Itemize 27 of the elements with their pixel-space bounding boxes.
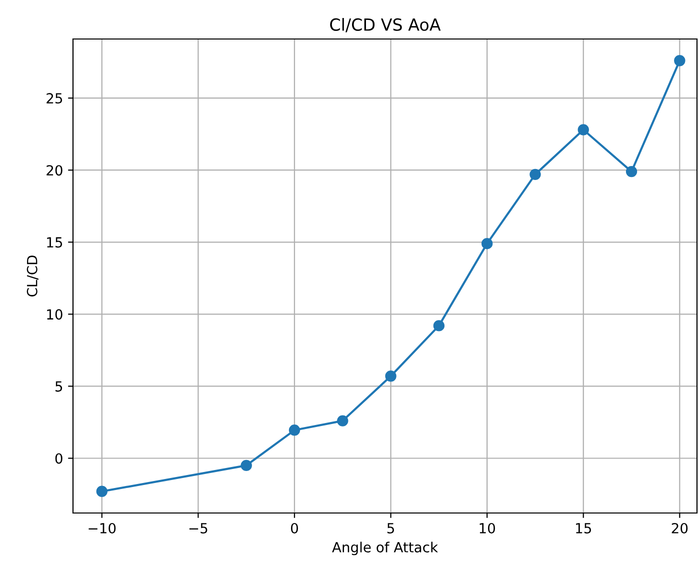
x-tick-label: 0 — [290, 522, 298, 534]
y-tick-label: 0 — [55, 453, 62, 464]
y-tick-label: 25 — [46, 93, 62, 104]
x-tick-label: −5 — [189, 523, 208, 534]
point — [288, 424, 300, 436]
point — [674, 55, 686, 66]
point — [481, 238, 493, 250]
chart-title: Cl/CD VS AoA — [330, 18, 441, 32]
point — [96, 486, 108, 497]
point — [240, 460, 252, 472]
x-tick-label: 15 — [576, 523, 591, 534]
x-tick-label: −10 — [88, 522, 116, 534]
point — [626, 166, 638, 178]
x-tick-label: 10 — [480, 522, 495, 534]
y-axis-title: CL/CD — [26, 256, 38, 296]
y-tick-label: 15 — [47, 237, 62, 248]
x-tick-label: 5 — [387, 523, 394, 534]
point — [385, 370, 396, 382]
x-tick-label: 20 — [672, 522, 688, 534]
point — [578, 124, 589, 136]
y-tick-label: 10 — [47, 309, 62, 320]
y-tick-label: 5 — [56, 381, 62, 392]
y-tick-label: 20 — [46, 165, 62, 176]
point — [530, 168, 541, 180]
point — [433, 320, 445, 332]
point — [337, 415, 348, 426]
x-axis-title: Angle of Attack — [332, 542, 438, 556]
